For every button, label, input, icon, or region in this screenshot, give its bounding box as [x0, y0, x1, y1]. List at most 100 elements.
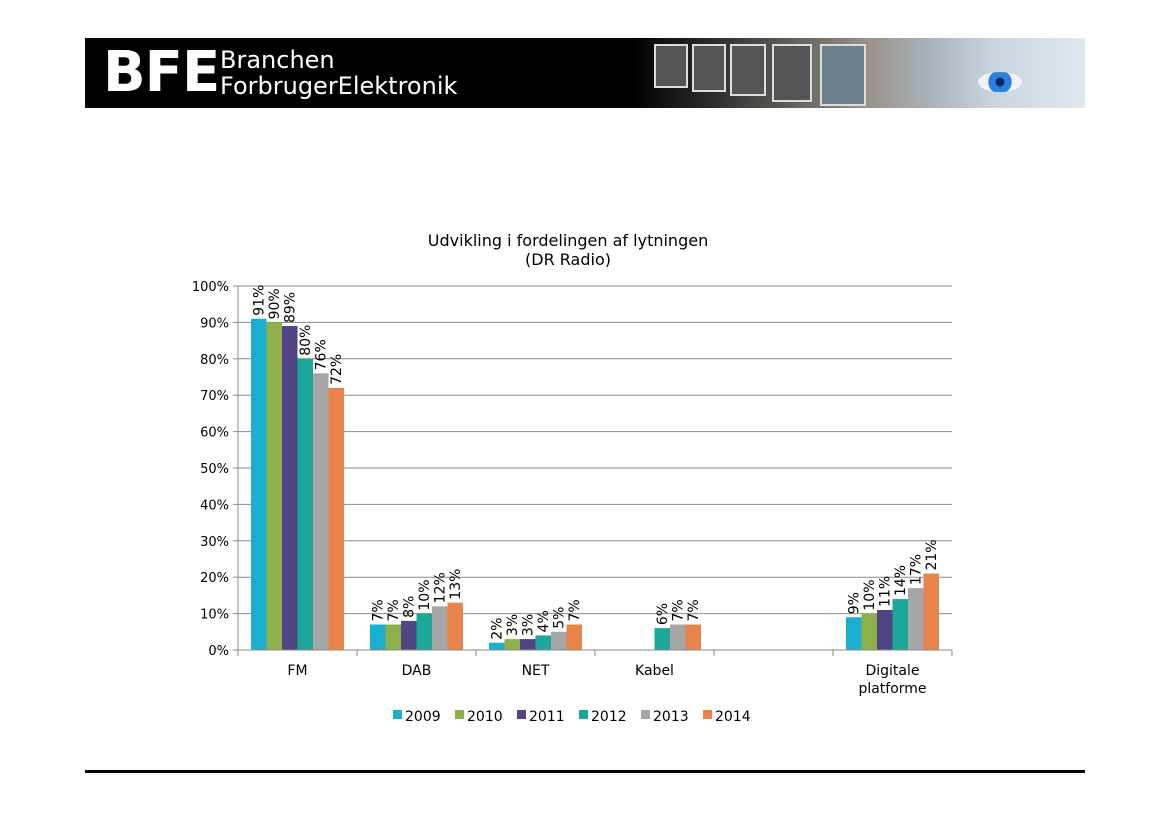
data-label: 7% — [567, 599, 583, 621]
bar — [416, 613, 432, 650]
data-label: 17% — [909, 554, 925, 585]
y-tick-label: 30% — [200, 535, 229, 550]
logo-line2: ForbrugerElektronik — [220, 72, 458, 100]
bar — [328, 387, 344, 650]
bar — [297, 358, 313, 650]
data-label: 21% — [924, 539, 940, 570]
legend-label: 2014 — [715, 709, 751, 725]
y-tick-label: 80% — [200, 353, 229, 368]
chart-subtitle: (DR Radio) — [525, 250, 611, 269]
x-category-label: Digitale platforme — [858, 663, 926, 697]
data-label: 10% — [417, 579, 433, 610]
data-label: 7% — [371, 599, 387, 621]
bar — [504, 639, 520, 650]
data-label: 72% — [329, 354, 345, 385]
data-label: 12% — [433, 572, 449, 603]
data-label: 3% — [505, 614, 521, 636]
bar — [401, 620, 417, 650]
legend-swatch — [455, 710, 464, 719]
x-category-label: FM — [287, 663, 307, 679]
y-tick-label: 0% — [208, 644, 229, 659]
data-label: 7% — [671, 599, 687, 621]
legend-label: 2010 — [467, 709, 503, 725]
legend-swatch — [393, 710, 402, 719]
photo-frame — [692, 44, 726, 92]
data-labels: 91% 7% 2% 9% 90% 7% 3% 10% 89% 8% 3% 11% 80% 10% 4% 6% 1… — [252, 285, 941, 640]
data-label: 3% — [521, 614, 537, 636]
y-tick-label: 20% — [200, 571, 229, 586]
header-photo — [630, 38, 1085, 108]
y-tick-label: 60% — [200, 426, 229, 441]
bar — [520, 639, 536, 650]
data-label: 80% — [298, 325, 314, 356]
data-label: 7% — [686, 599, 702, 621]
bar — [892, 599, 908, 650]
photo-frame — [820, 44, 866, 106]
logo-letters: BFE — [103, 40, 220, 105]
logo-line1: Branchen — [220, 46, 335, 74]
data-label: 8% — [402, 596, 418, 618]
legend-swatch — [517, 710, 526, 719]
bar — [861, 613, 877, 650]
axes: 0% 10% 20% 30% 40% 50% 60% 70% 80% 90% 100% FM DAB NE… — [192, 280, 953, 697]
photo-frame — [772, 44, 812, 102]
y-tick-label: 50% — [200, 462, 229, 477]
legend-label: 2009 — [405, 709, 441, 725]
bar — [846, 617, 862, 650]
bar — [370, 624, 386, 650]
data-label: 89% — [283, 292, 299, 323]
bar — [447, 602, 463, 650]
data-label: 13% — [448, 569, 464, 600]
bar — [266, 322, 282, 650]
data-label: 14% — [893, 565, 909, 596]
bar — [908, 588, 924, 650]
data-label: 5% — [552, 607, 568, 629]
bar — [385, 624, 401, 650]
bars — [251, 318, 939, 650]
y-tick-label: 100% — [192, 280, 229, 295]
eye-image — [978, 72, 1022, 92]
bar — [313, 373, 329, 650]
bar — [923, 573, 939, 650]
data-label: 4% — [536, 610, 552, 632]
bar — [282, 326, 298, 650]
photo-frame — [730, 44, 766, 96]
header-banner: BFE Branchen ForbrugerElektronik — [85, 38, 1085, 108]
data-label: 91% — [252, 285, 268, 316]
data-label: 7% — [386, 599, 402, 621]
bar — [654, 628, 670, 650]
data-label: 11% — [878, 576, 894, 607]
x-category-label: Kabel — [635, 663, 674, 679]
bar — [685, 624, 701, 650]
legend-swatch — [579, 710, 588, 719]
bar — [566, 624, 582, 650]
bar — [251, 318, 267, 650]
data-label: 2% — [490, 618, 506, 640]
data-label: 76% — [314, 339, 330, 370]
data-label: 9% — [847, 592, 863, 614]
chart-title: Udvikling i fordelingen af lytningen — [428, 231, 708, 250]
data-label: 6% — [655, 603, 671, 625]
y-tick-label: 40% — [200, 498, 229, 513]
x-category-label: DAB — [402, 663, 432, 679]
y-tick-label: 70% — [200, 389, 229, 404]
y-tick-label: 90% — [200, 316, 229, 331]
legend-label: 2013 — [653, 709, 689, 725]
legend-label: 2012 — [591, 709, 627, 725]
legend-label: 2011 — [529, 709, 565, 725]
legend-swatch — [703, 710, 712, 719]
bar — [551, 631, 567, 650]
y-tick-label: 10% — [200, 608, 229, 623]
x-category-label: NET — [522, 663, 550, 679]
bar — [877, 609, 893, 650]
bar — [535, 635, 551, 650]
bar — [432, 606, 448, 650]
footer-rule — [85, 770, 1085, 773]
legend-swatch — [641, 710, 650, 719]
data-label: 90% — [267, 288, 283, 319]
bar — [489, 642, 505, 650]
photo-frame — [654, 44, 688, 88]
gridlines — [238, 285, 952, 615]
legend: 2009 2010 2011 2012 2013 2014 — [393, 709, 751, 725]
